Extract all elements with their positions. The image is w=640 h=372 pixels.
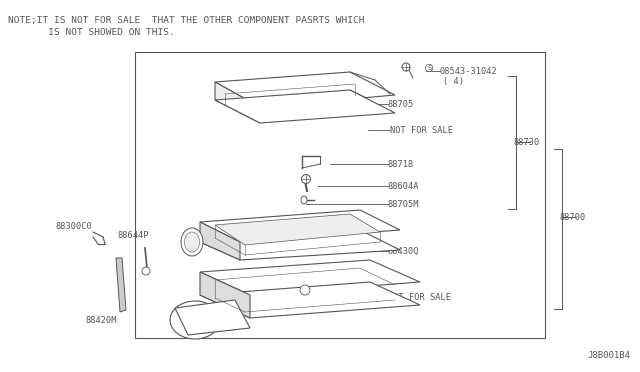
Polygon shape bbox=[200, 282, 420, 318]
Polygon shape bbox=[200, 260, 420, 295]
Text: NOTE;IT IS NOT FOR SALE  THAT THE OTHER COMPONENT PASRTS WHICH: NOTE;IT IS NOT FOR SALE THAT THE OTHER C… bbox=[8, 16, 365, 25]
Circle shape bbox=[301, 174, 310, 183]
Text: J8B001B4: J8B001B4 bbox=[587, 351, 630, 360]
Ellipse shape bbox=[184, 232, 200, 252]
Text: 88420M: 88420M bbox=[85, 316, 116, 325]
Polygon shape bbox=[215, 214, 380, 245]
Text: IS NOT SHOWED ON THIS.: IS NOT SHOWED ON THIS. bbox=[8, 28, 175, 37]
Circle shape bbox=[300, 285, 310, 295]
Text: ( 4): ( 4) bbox=[443, 77, 464, 86]
Polygon shape bbox=[200, 230, 400, 260]
Polygon shape bbox=[175, 300, 250, 335]
Text: 68430Q: 68430Q bbox=[388, 247, 419, 256]
Polygon shape bbox=[215, 82, 260, 123]
Text: 88718: 88718 bbox=[388, 160, 414, 169]
Polygon shape bbox=[200, 222, 240, 260]
Text: 88700: 88700 bbox=[560, 213, 586, 222]
Ellipse shape bbox=[170, 301, 220, 339]
Text: 88730: 88730 bbox=[514, 138, 540, 147]
Text: 88644P: 88644P bbox=[118, 231, 150, 240]
Polygon shape bbox=[200, 272, 250, 318]
Text: 88705: 88705 bbox=[388, 100, 414, 109]
Text: NOT FOR SALE: NOT FOR SALE bbox=[390, 126, 453, 135]
Circle shape bbox=[402, 63, 410, 71]
Ellipse shape bbox=[301, 196, 307, 204]
Text: 88300C0: 88300C0 bbox=[56, 222, 93, 231]
Bar bbox=[135, 52, 545, 338]
Circle shape bbox=[142, 267, 150, 275]
Polygon shape bbox=[215, 90, 395, 123]
Ellipse shape bbox=[181, 228, 203, 256]
Polygon shape bbox=[116, 258, 126, 312]
Text: 88604A: 88604A bbox=[388, 182, 419, 191]
Polygon shape bbox=[215, 72, 395, 107]
Text: 88705M: 88705M bbox=[388, 200, 419, 209]
Text: NOT FOR SALE: NOT FOR SALE bbox=[388, 293, 451, 302]
Text: S: S bbox=[427, 65, 431, 71]
Polygon shape bbox=[200, 210, 400, 242]
Text: 08543-31042: 08543-31042 bbox=[440, 67, 498, 76]
